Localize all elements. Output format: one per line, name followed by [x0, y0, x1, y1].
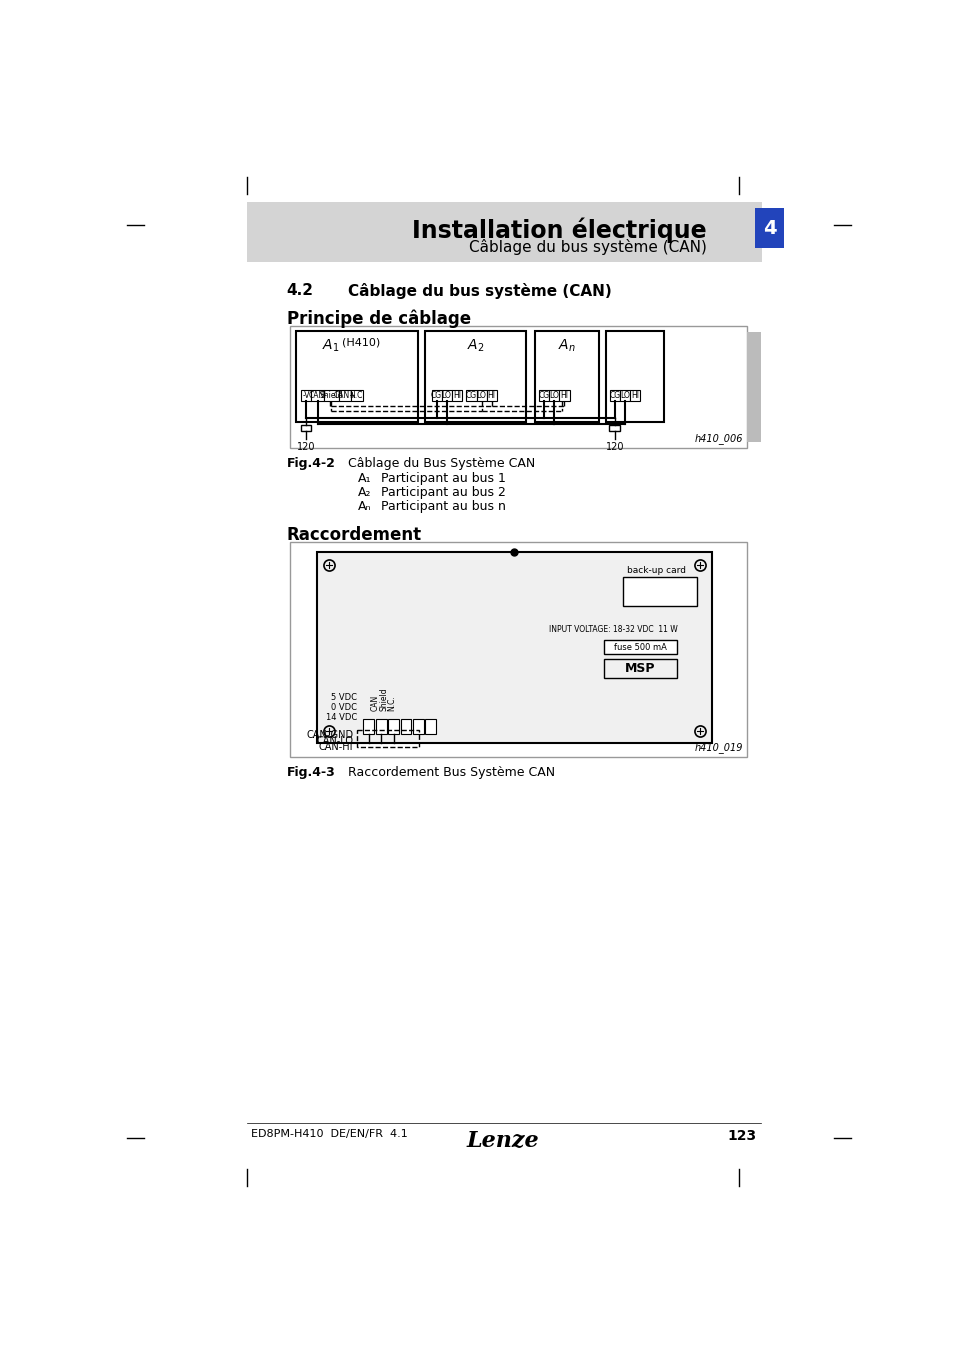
- Text: Participant au bus n: Participant au bus n: [381, 500, 505, 513]
- Text: HI: HI: [453, 390, 460, 400]
- Text: Raccordement: Raccordement: [286, 526, 421, 544]
- Bar: [754, 208, 783, 248]
- Text: $A_1$: $A_1$: [322, 338, 339, 354]
- Text: -V: -V: [302, 390, 310, 400]
- Text: Principe de câblage: Principe de câblage: [286, 310, 470, 328]
- Bar: [558, 390, 569, 401]
- Text: LO: LO: [619, 390, 629, 400]
- Bar: [425, 718, 436, 734]
- Text: CG: CG: [538, 390, 549, 400]
- Bar: [290, 541, 746, 757]
- Text: $A_2$: $A_2$: [467, 338, 484, 354]
- Text: N.C.: N.C.: [387, 695, 396, 711]
- Bar: [609, 390, 619, 401]
- Bar: [603, 659, 677, 678]
- Bar: [466, 390, 476, 401]
- Bar: [323, 390, 338, 401]
- Text: $A_n$: $A_n$: [558, 338, 576, 354]
- Text: Lenze: Lenze: [466, 1129, 538, 1152]
- Bar: [300, 390, 311, 401]
- Bar: [619, 390, 629, 401]
- Bar: [441, 390, 452, 401]
- Text: LO: LO: [441, 390, 451, 400]
- Bar: [356, 730, 418, 747]
- Text: Participant au bus 2: Participant au bus 2: [381, 486, 505, 500]
- Text: 120: 120: [296, 443, 314, 452]
- Text: HI: HI: [487, 390, 496, 400]
- Bar: [295, 331, 418, 423]
- Text: Shield: Shield: [319, 390, 343, 400]
- Text: LO: LO: [549, 390, 558, 400]
- Bar: [431, 390, 441, 401]
- Bar: [413, 718, 423, 734]
- Text: A₂: A₂: [357, 486, 371, 500]
- Text: CAN-LO: CAN-LO: [316, 736, 353, 747]
- Text: ED8PM-H410  DE/EN/FR  4.1: ED8PM-H410 DE/EN/FR 4.1: [251, 1129, 407, 1139]
- Text: LO: LO: [476, 390, 486, 400]
- Bar: [290, 325, 746, 448]
- Text: CAN-: CAN-: [308, 390, 327, 400]
- Bar: [535, 331, 598, 423]
- Bar: [629, 390, 639, 401]
- Bar: [486, 390, 497, 401]
- Bar: [388, 718, 398, 734]
- Text: CAN+: CAN+: [334, 390, 355, 400]
- Text: Aₙ: Aₙ: [357, 500, 371, 513]
- Text: Câblage du Bus Système CAN: Câblage du Bus Système CAN: [348, 456, 535, 470]
- Text: CG: CG: [431, 390, 441, 400]
- Bar: [351, 390, 363, 401]
- Text: Installation électrique: Installation électrique: [412, 217, 706, 243]
- Bar: [400, 718, 411, 734]
- Bar: [605, 331, 663, 423]
- Bar: [609, 425, 619, 432]
- Bar: [247, 202, 761, 262]
- Text: Câblage du bus système (CAN): Câblage du bus système (CAN): [348, 284, 611, 298]
- Text: HI: HI: [630, 390, 639, 400]
- Text: 4: 4: [761, 219, 776, 238]
- Text: CG: CG: [465, 390, 476, 400]
- Text: MSP: MSP: [624, 662, 655, 675]
- Text: CAN-HI: CAN-HI: [318, 743, 353, 752]
- Text: CAN: CAN: [370, 695, 379, 711]
- Bar: [425, 331, 525, 423]
- Text: CG: CG: [609, 390, 619, 400]
- Text: (H410): (H410): [342, 338, 380, 347]
- Bar: [316, 552, 711, 744]
- Text: Shield: Shield: [378, 687, 388, 711]
- Text: Câblage du bus système (CAN): Câblage du bus système (CAN): [468, 239, 706, 255]
- Text: 120: 120: [605, 443, 623, 452]
- Text: Participant au bus 1: Participant au bus 1: [381, 472, 505, 485]
- Text: CAN-GND: CAN-GND: [306, 730, 353, 740]
- Text: INPUT VOLTAGE: 18-32 VDC  11 W: INPUT VOLTAGE: 18-32 VDC 11 W: [549, 625, 678, 633]
- Bar: [549, 390, 558, 401]
- Text: 123: 123: [726, 1129, 756, 1143]
- Text: fuse 500 mA: fuse 500 mA: [613, 643, 666, 652]
- Bar: [311, 390, 323, 401]
- Bar: [375, 718, 386, 734]
- Text: 4.2: 4.2: [286, 284, 314, 298]
- Bar: [363, 718, 374, 734]
- Text: 0 VDC: 0 VDC: [331, 702, 356, 711]
- Text: back-up card: back-up card: [626, 566, 685, 575]
- Bar: [476, 390, 486, 401]
- Text: Fig.4-2: Fig.4-2: [286, 456, 335, 470]
- Bar: [746, 332, 760, 441]
- Bar: [622, 576, 696, 606]
- Text: A₁: A₁: [357, 472, 371, 485]
- Bar: [603, 640, 677, 653]
- Bar: [300, 425, 311, 432]
- Text: h410_019: h410_019: [694, 743, 742, 753]
- Text: 14 VDC: 14 VDC: [326, 713, 356, 722]
- Text: HI: HI: [560, 390, 568, 400]
- Text: h410_006: h410_006: [694, 433, 742, 444]
- Bar: [538, 390, 549, 401]
- Text: Raccordement Bus Système CAN: Raccordement Bus Système CAN: [348, 767, 555, 779]
- Bar: [452, 390, 461, 401]
- Text: 5 VDC: 5 VDC: [331, 693, 356, 702]
- Text: Fig.4-3: Fig.4-3: [286, 767, 335, 779]
- Text: N.C.: N.C.: [349, 390, 365, 400]
- Bar: [338, 390, 351, 401]
